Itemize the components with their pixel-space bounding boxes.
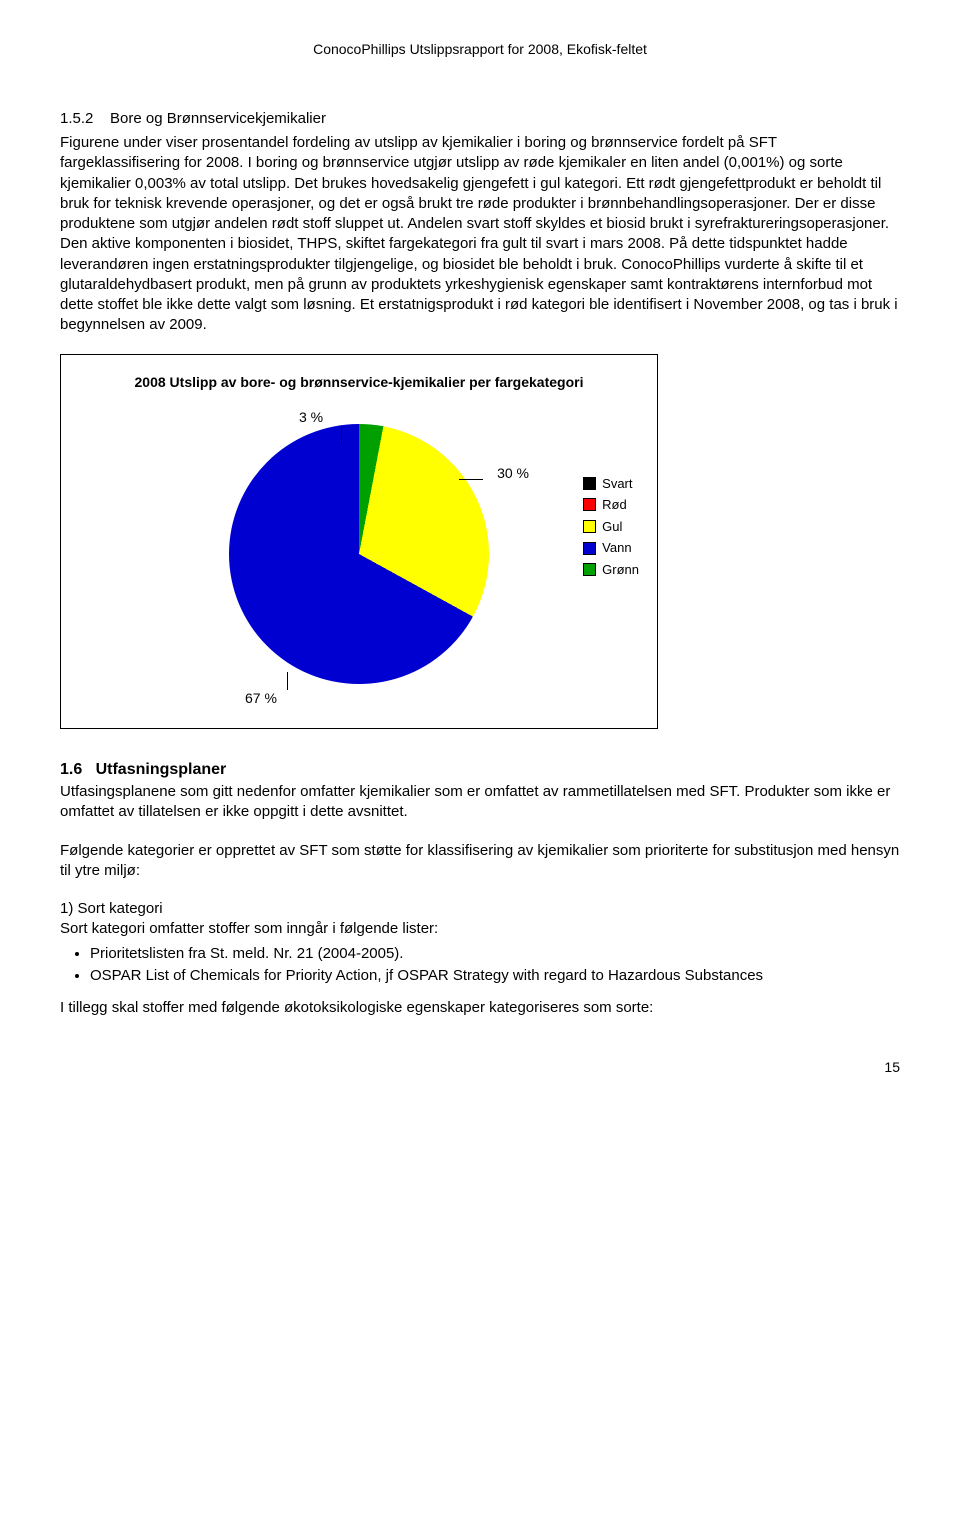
swatch-rod bbox=[583, 498, 596, 511]
slice-label-yellow: 30 % bbox=[497, 464, 529, 483]
pie-chart bbox=[229, 424, 489, 684]
section-1-6-para1: Utfasingsplanene som gitt nedenfor omfat… bbox=[60, 782, 900, 823]
bullet-list: Prioritetslisten fra St. meld. Nr. 21 (2… bbox=[90, 944, 900, 987]
legend-item: Rød bbox=[583, 496, 639, 514]
swatch-vann bbox=[583, 542, 596, 555]
legend-label: Svart bbox=[602, 475, 632, 493]
swatch-gul bbox=[583, 520, 596, 533]
chart-title: 2008 Utslipp av bore- og brønnservice-kj… bbox=[79, 373, 639, 392]
swatch-svart bbox=[583, 477, 596, 490]
legend-item: Grønn bbox=[583, 561, 639, 579]
leader-line bbox=[459, 479, 483, 480]
section-1-6-heading: 1.6 Utfasningsplaner bbox=[60, 759, 900, 781]
legend-item: Gul bbox=[583, 518, 639, 536]
legend-label: Rød bbox=[602, 496, 627, 514]
section-title: Utfasningsplaner bbox=[96, 761, 227, 778]
legend-item: Vann bbox=[583, 539, 639, 557]
page-header: ConocoPhillips Utslippsrapport for 2008,… bbox=[60, 40, 900, 59]
legend-label: Vann bbox=[602, 539, 631, 557]
slice-label-blue: 67 % bbox=[245, 689, 277, 708]
section-1-5-2-heading: 1.5.2 Bore og Brønnservicekjemikalier bbox=[60, 109, 900, 129]
pie-chart-container: 2008 Utslipp av bore- og brønnservice-kj… bbox=[60, 354, 658, 729]
section-1-6-para2: Følgende kategorier er opprettet av SFT … bbox=[60, 841, 900, 882]
sort-kategori-heading: 1) Sort kategori bbox=[60, 899, 900, 919]
section-title: Bore og Brønnservicekjemikalier bbox=[110, 110, 326, 127]
leader-line bbox=[287, 672, 288, 690]
slice-label-green: 3 % bbox=[299, 408, 323, 427]
legend-item: Svart bbox=[583, 475, 639, 493]
chart-legend: Svart Rød Gul Vann Grønn bbox=[583, 475, 639, 583]
section-1-6-closing: I tillegg skal stoffer med følgende økot… bbox=[60, 998, 900, 1018]
pie-wrap: 3 % 30 % 67 % bbox=[209, 404, 509, 704]
legend-label: Gul bbox=[602, 518, 622, 536]
section-1-5-2-paragraph: Figurene under viser prosentandel fordel… bbox=[60, 133, 900, 336]
swatch-gronn bbox=[583, 563, 596, 576]
leader-line bbox=[341, 426, 342, 444]
sort-kategori-intro: Sort kategori omfatter stoffer som inngå… bbox=[60, 919, 900, 939]
list-item: Prioritetslisten fra St. meld. Nr. 21 (2… bbox=[90, 944, 900, 964]
section-number: 1.6 bbox=[60, 761, 82, 778]
list-item: OSPAR List of Chemicals for Priority Act… bbox=[90, 966, 900, 986]
chart-inner: 3 % 30 % 67 % bbox=[79, 404, 639, 704]
page-number: 15 bbox=[60, 1058, 900, 1077]
legend-label: Grønn bbox=[602, 561, 639, 579]
section-number: 1.5.2 bbox=[60, 110, 93, 127]
